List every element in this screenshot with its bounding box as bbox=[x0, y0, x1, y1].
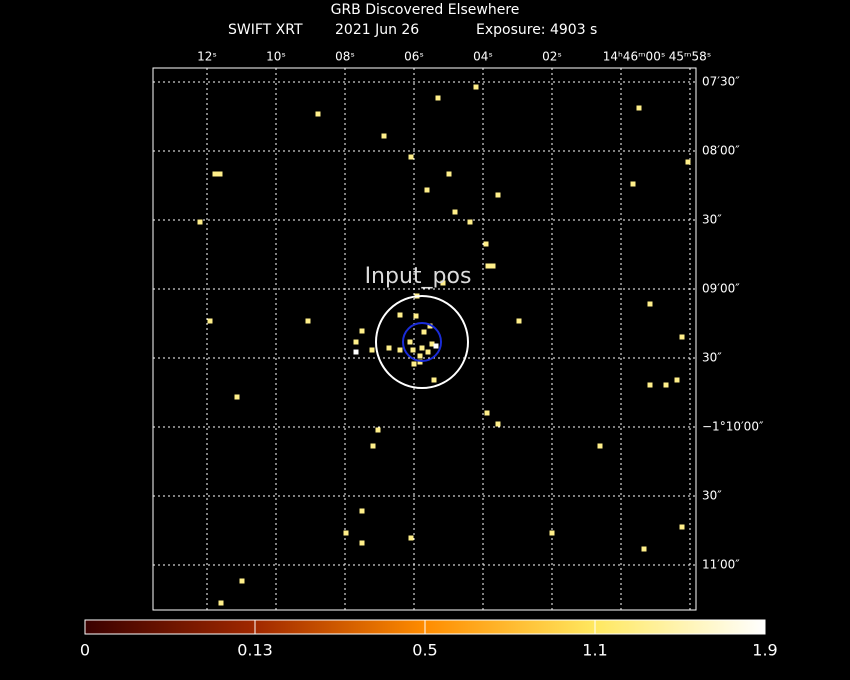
ra-label: 08ˢ bbox=[335, 50, 355, 64]
photon bbox=[549, 530, 555, 536]
photon bbox=[679, 334, 685, 340]
ra-label: 14ʰ46ᵐ00ˢ bbox=[603, 50, 666, 64]
photon bbox=[397, 347, 403, 353]
grid bbox=[153, 68, 696, 610]
photon bbox=[440, 280, 446, 286]
photon bbox=[490, 263, 496, 269]
photon bbox=[359, 540, 365, 546]
photon bbox=[484, 410, 490, 416]
photon bbox=[359, 508, 365, 514]
photon bbox=[495, 421, 501, 427]
photon bbox=[485, 263, 491, 269]
photon bbox=[516, 318, 522, 324]
photon bbox=[212, 171, 218, 177]
colorbar-label: 0 bbox=[80, 641, 90, 660]
photon bbox=[381, 133, 387, 139]
exposure: Exposure: 4903 s bbox=[476, 22, 597, 38]
photon bbox=[446, 171, 452, 177]
photon bbox=[218, 600, 224, 606]
photon bbox=[207, 318, 213, 324]
dec-label: 07′30″ bbox=[702, 75, 740, 89]
photon bbox=[685, 159, 691, 165]
photons bbox=[197, 84, 691, 606]
photon bbox=[239, 578, 245, 584]
photon bbox=[663, 382, 669, 388]
photon bbox=[386, 345, 392, 351]
photon bbox=[647, 301, 653, 307]
photon bbox=[424, 187, 430, 193]
photon bbox=[433, 343, 439, 349]
frame bbox=[152, 67, 697, 611]
photon bbox=[413, 313, 419, 319]
colorbar-label: 0.5 bbox=[412, 641, 437, 660]
colorbar-label: 0.13 bbox=[237, 641, 273, 660]
source-region bbox=[375, 295, 469, 389]
photon bbox=[452, 209, 458, 215]
photon bbox=[636, 105, 642, 111]
photon bbox=[674, 377, 680, 383]
photon bbox=[641, 546, 647, 552]
photon bbox=[408, 154, 414, 160]
photon bbox=[495, 192, 501, 198]
photon bbox=[410, 347, 416, 353]
photon bbox=[197, 219, 203, 225]
ra-label: 04ˢ bbox=[473, 50, 493, 64]
photon bbox=[417, 353, 423, 359]
photon bbox=[369, 347, 375, 353]
dec-label: 09′00″ bbox=[702, 282, 740, 296]
marker-label: Input_pos bbox=[365, 264, 472, 289]
dec-label: −1°10′00″ bbox=[702, 420, 764, 434]
photon bbox=[315, 111, 321, 117]
dec-label: 08′00″ bbox=[702, 144, 740, 158]
photon bbox=[467, 219, 473, 225]
photon bbox=[630, 181, 636, 187]
photon bbox=[417, 359, 423, 365]
photon bbox=[421, 329, 427, 335]
ra-label: 12ˢ bbox=[197, 50, 217, 64]
dec-label: 30″ bbox=[702, 489, 722, 503]
photon bbox=[343, 530, 349, 536]
colorbar-ticks bbox=[84, 620, 766, 634]
photon bbox=[305, 318, 311, 324]
photon bbox=[427, 323, 433, 329]
photon bbox=[597, 443, 603, 449]
photon bbox=[408, 535, 414, 541]
date: 2021 Jun 26 bbox=[335, 22, 419, 38]
ra-label: 45ᵐ58ˢ bbox=[669, 50, 712, 64]
instrument: SWIFT XRT bbox=[228, 22, 303, 38]
photon bbox=[679, 524, 685, 530]
photon bbox=[473, 84, 479, 90]
photon bbox=[483, 241, 489, 247]
colorbar-label: 1.9 bbox=[752, 641, 777, 660]
colorbar-label: 1.1 bbox=[582, 641, 607, 660]
photon bbox=[431, 377, 437, 383]
photon bbox=[397, 312, 403, 318]
photon bbox=[411, 361, 417, 367]
photon bbox=[375, 427, 381, 433]
photon bbox=[407, 339, 413, 345]
photon bbox=[647, 382, 653, 388]
title: GRB Discovered Elsewhere bbox=[331, 2, 520, 18]
photon bbox=[435, 95, 441, 101]
dec-label: 30″ bbox=[702, 213, 722, 227]
photon bbox=[419, 345, 425, 351]
photon bbox=[353, 339, 359, 345]
ra-label: 02ˢ bbox=[542, 50, 562, 64]
photon bbox=[425, 349, 431, 355]
dec-label: 30″ bbox=[702, 351, 722, 365]
photon bbox=[217, 171, 223, 177]
photon bbox=[370, 443, 376, 449]
photon bbox=[429, 341, 435, 347]
ra-label: 10ˢ bbox=[266, 50, 286, 64]
photon bbox=[353, 349, 359, 355]
photon bbox=[359, 328, 365, 334]
ra-label: 06ˢ bbox=[404, 50, 424, 64]
dec-label: 11′00″ bbox=[702, 558, 740, 572]
error-circle bbox=[402, 322, 442, 362]
photon bbox=[234, 394, 240, 400]
